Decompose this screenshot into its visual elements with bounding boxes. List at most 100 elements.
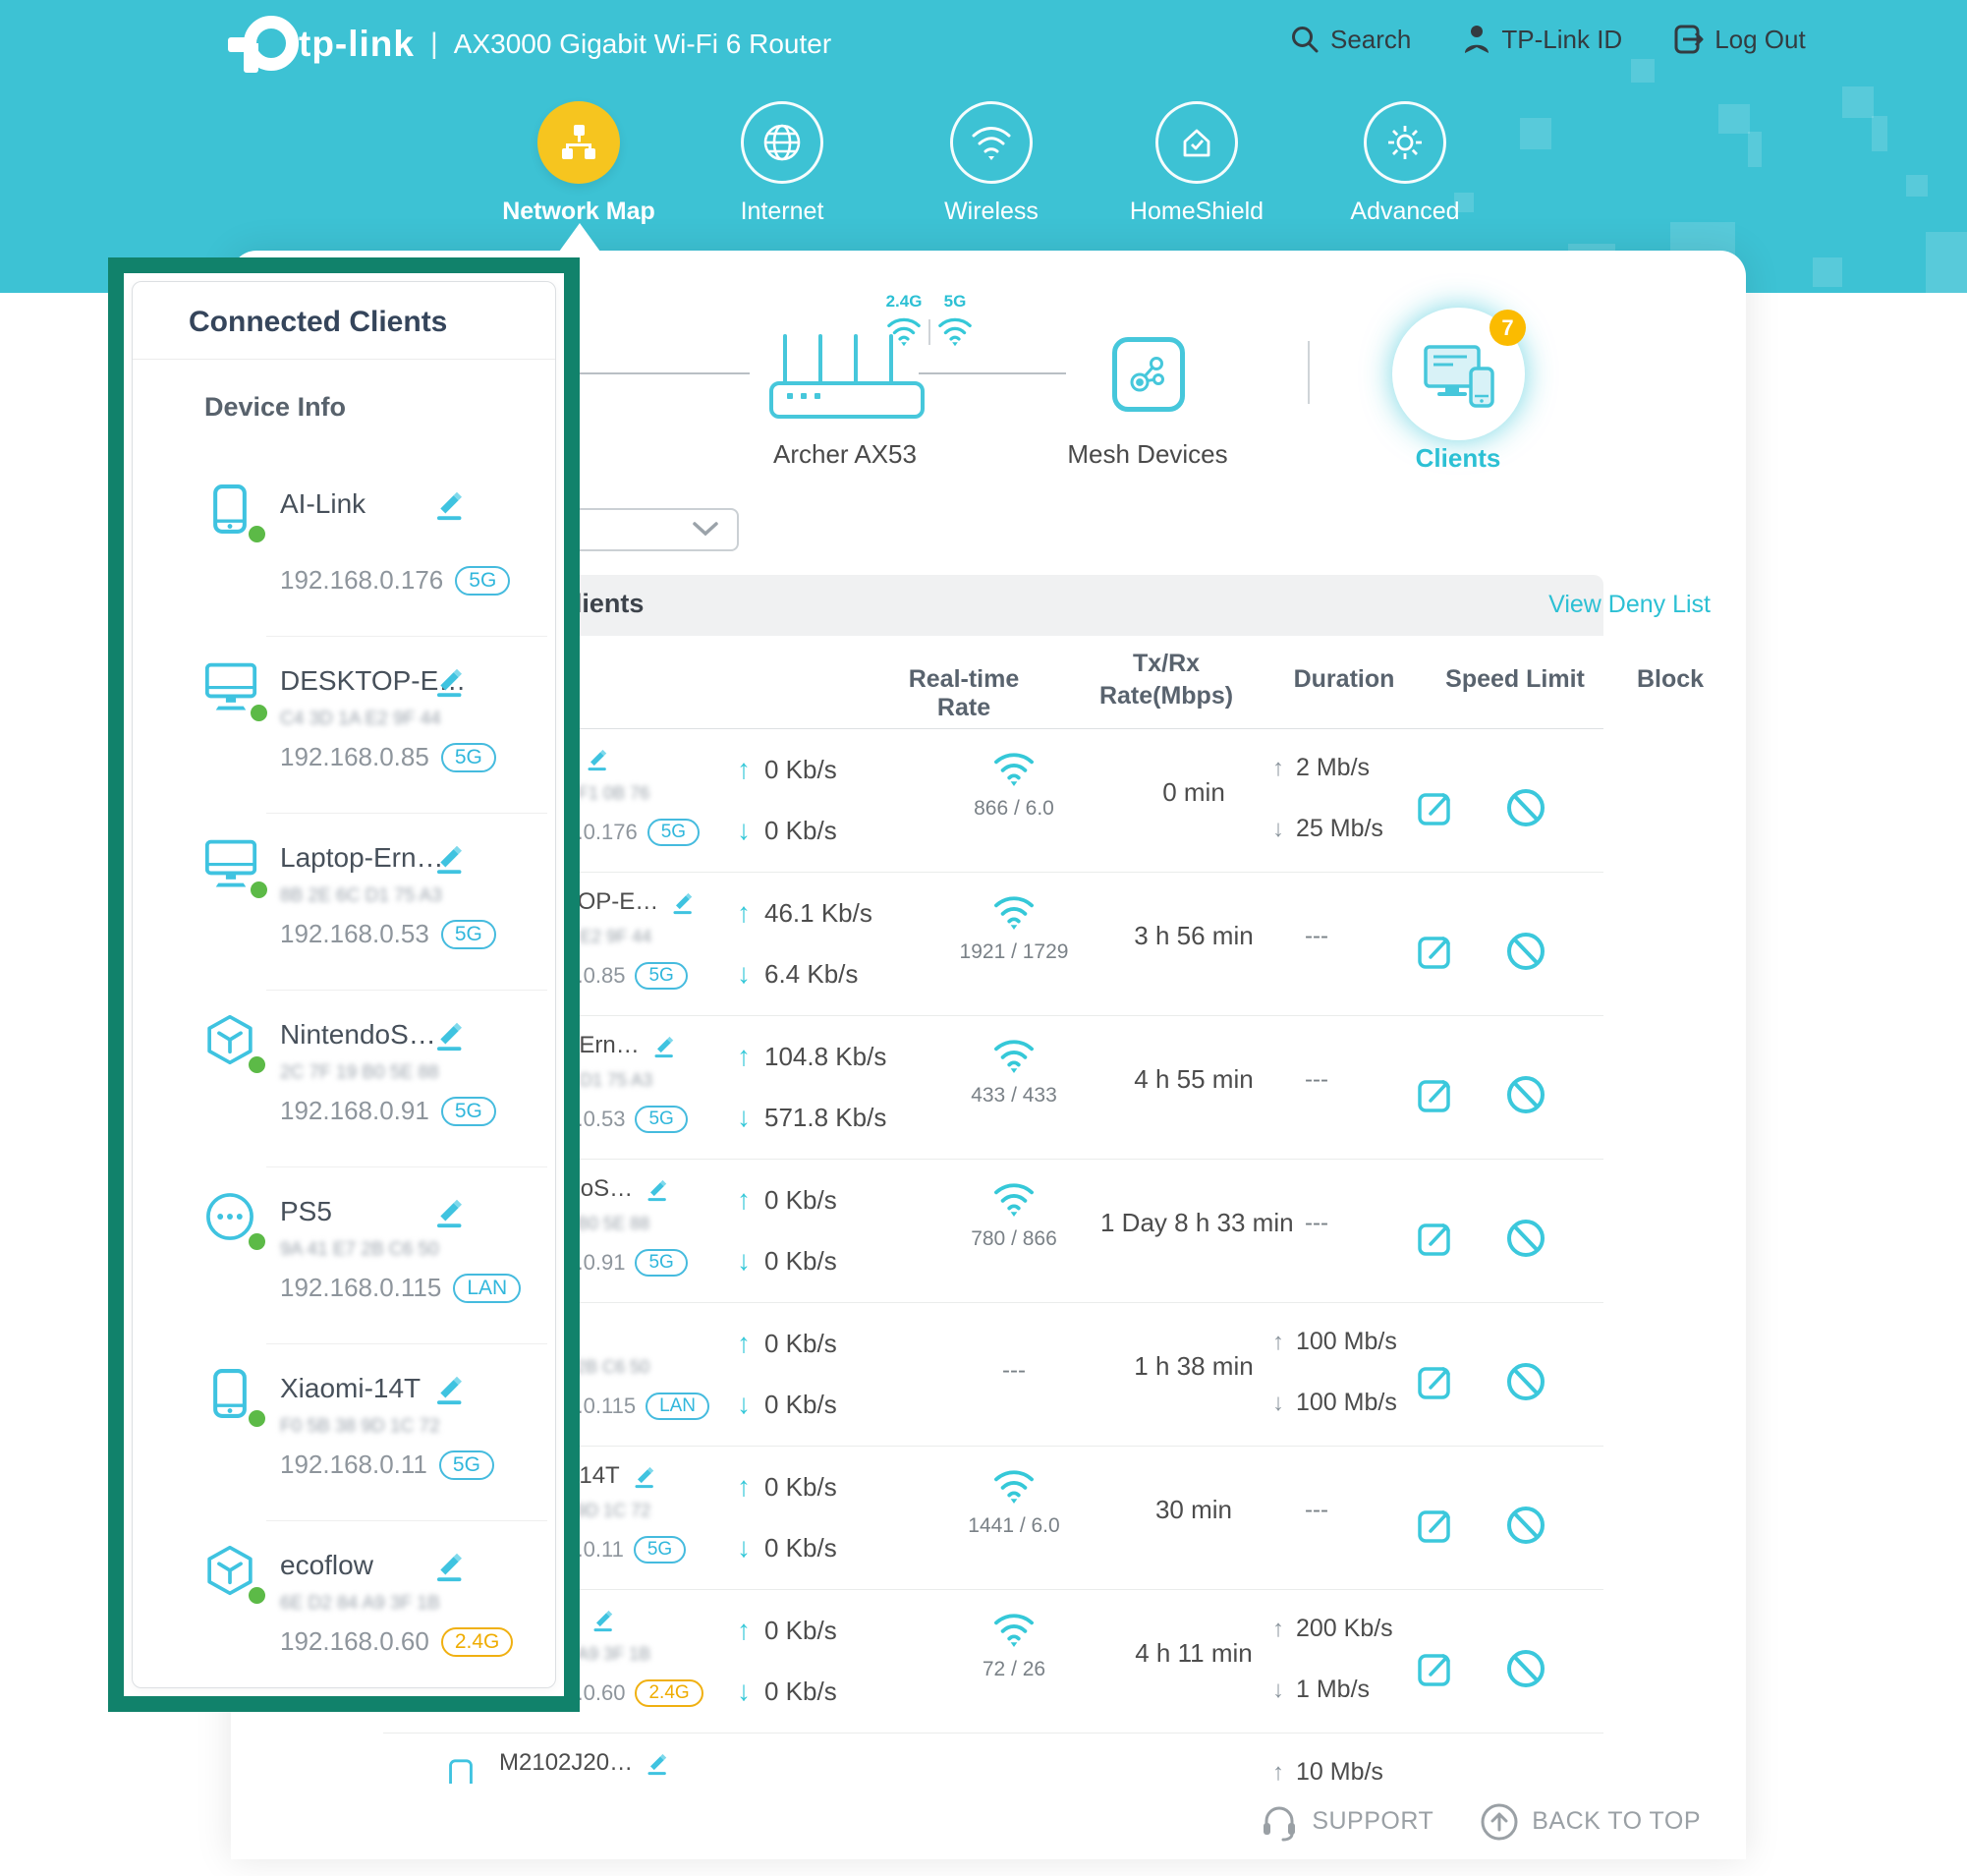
back-to-top-icon [1481, 1803, 1518, 1840]
edit-name-icon[interactable] [427, 1192, 467, 1231]
online-dot [247, 524, 267, 544]
band-badge: LAN [646, 1393, 710, 1420]
block-icon[interactable] [1503, 1072, 1548, 1117]
search-button[interactable]: Search [1289, 24, 1411, 55]
support-button[interactable]: SUPPORT [1259, 1801, 1433, 1843]
wifi-signal-icon [994, 1470, 1034, 1505]
list-item[interactable]: NintendoS… 2C 7F 19 B0 5E 88 192.168.0.9… [133, 1003, 555, 1180]
back-to-top-button[interactable]: BACK TO TOP [1479, 1801, 1701, 1843]
list-item[interactable]: ecoflow 6E D2 84 A9 3F 1B 192.168.0.60 2.… [133, 1534, 555, 1711]
edit-limit-icon[interactable] [1413, 785, 1458, 830]
edit-name-icon[interactable] [427, 1369, 467, 1408]
edit-limit-icon[interactable] [1413, 1503, 1458, 1548]
item-divider [266, 990, 547, 991]
search-icon [1292, 27, 1319, 53]
search-label: Search [1330, 24, 1412, 54]
block-icon[interactable] [1503, 929, 1548, 974]
edit-name-icon[interactable] [427, 661, 467, 701]
tplink-id-button[interactable]: TP-Link ID [1462, 24, 1622, 55]
list-item[interactable]: DESKTOP-E… C4 3D 1A E2 9F 44 192.168.0.8… [133, 650, 555, 826]
duration: 1 h 38 min [1134, 1351, 1254, 1381]
duration: 30 min [1154, 1495, 1233, 1524]
block-icon[interactable] [1503, 1646, 1548, 1691]
desktop-icon [204, 839, 257, 887]
band-badge: 5G [440, 1096, 496, 1126]
list-item[interactable]: PS5 9A 41 E7 2B C6 50 192.168.0.115 LAN [133, 1180, 555, 1357]
tab-internet[interactable]: Internet [674, 101, 890, 226]
band-badge: 5G [635, 1106, 688, 1133]
col-duration: Duration [1293, 665, 1395, 693]
edit-name-icon[interactable] [587, 1605, 616, 1634]
decor-square [1631, 59, 1655, 83]
edit-name-icon[interactable] [427, 838, 467, 878]
band-badge: 5G [440, 919, 496, 949]
edit-limit-icon[interactable] [1413, 1359, 1458, 1404]
item-divider [266, 636, 547, 637]
panel-divider [133, 359, 555, 360]
decor-square [1718, 104, 1750, 134]
client-filter-select[interactable] [565, 508, 739, 551]
decor-square [1872, 116, 1887, 151]
device-name: PS5 [280, 1196, 332, 1226]
edit-limit-icon[interactable] [1413, 1216, 1458, 1261]
view-deny-list-link[interactable]: View Deny List [1548, 591, 1711, 618]
block-icon[interactable] [1503, 1503, 1548, 1548]
decor-square [1813, 257, 1842, 287]
device-ip: 192.168.0.115 [280, 1273, 442, 1302]
duration: 4 h 55 min [1134, 1064, 1254, 1094]
edit-name-icon[interactable] [647, 1031, 677, 1060]
block-icon[interactable] [1503, 785, 1548, 830]
logout-button[interactable]: Log Out [1673, 24, 1806, 55]
tab-homeshield[interactable]: HomeShield [1089, 101, 1305, 226]
edit-limit-icon[interactable] [1413, 1072, 1458, 1117]
band-badge: 5G [440, 742, 496, 772]
band-badge: 5G [635, 962, 688, 990]
edit-name-icon[interactable] [641, 1174, 670, 1204]
edit-limit-icon[interactable] [1413, 929, 1458, 974]
list-item[interactable]: AI-Link 192.168.0.176 5G [133, 473, 555, 650]
down-arrow-icon: ↓ [737, 815, 751, 845]
list-item[interactable]: Xiaomi-14T F0 5B 38 9D 1C 72 192.168.0.1… [133, 1357, 555, 1534]
edit-name-icon[interactable] [628, 1461, 657, 1491]
console-icon [207, 1545, 253, 1596]
item-divider [266, 1343, 547, 1344]
edit-name-icon[interactable] [427, 1546, 467, 1585]
block-icon[interactable] [1503, 1216, 1548, 1261]
tab-label: Wireless [944, 198, 1039, 225]
band-24g-label: 2.4G [885, 292, 923, 311]
duration: 3 h 56 min [1134, 921, 1254, 950]
block-icon[interactable] [1503, 1359, 1548, 1404]
edit-name-icon[interactable] [641, 1748, 670, 1778]
globe-icon [763, 124, 801, 161]
tplink-logo-icon [228, 14, 299, 75]
back-to-top-label: BACK TO TOP [1532, 1807, 1701, 1835]
list-item[interactable]: Laptop-Ern… 8B 2E 6C D1 75 A3 192.168.0.… [133, 826, 555, 1003]
support-label: SUPPORT [1312, 1807, 1434, 1835]
logout-icon [1674, 25, 1704, 54]
tab-network-map[interactable]: Network Map [471, 101, 687, 226]
realtime-down: 0 Kb/s [764, 815, 837, 845]
edit-name-icon[interactable] [427, 484, 467, 524]
duration: 1 Day 8 h 33 min [1100, 1208, 1294, 1237]
tab-label: HomeShield [1129, 198, 1264, 225]
decor-square [1842, 86, 1874, 118]
tab-wireless[interactable]: Wireless [883, 101, 1099, 226]
clients-count-badge: 7 [1489, 310, 1526, 346]
table-column-headers: Real-time Rate Tx/Rx Rate(Mbps) Duration … [383, 636, 1704, 729]
brand-name: tp-link [299, 24, 415, 64]
tab-advanced[interactable]: Advanced [1297, 101, 1513, 226]
link-rate: 72 / 26 [982, 1658, 1046, 1680]
wifi-signal-icon [994, 1183, 1034, 1218]
edit-name-icon[interactable] [427, 1015, 467, 1054]
online-dot [247, 1408, 267, 1429]
online-dot [247, 1054, 267, 1075]
edit-name-icon[interactable] [666, 887, 696, 917]
device-ip: 192.168.0.11 [280, 1450, 427, 1479]
decor-square [1520, 118, 1551, 149]
edit-name-icon[interactable] [581, 744, 610, 773]
edit-limit-icon[interactable] [1413, 1646, 1458, 1691]
device-ip: 192.168.0.85 [280, 742, 429, 771]
mesh-devices-icon[interactable] [1112, 337, 1185, 412]
decor-square [1748, 132, 1762, 167]
router-icon[interactable] [761, 334, 928, 423]
